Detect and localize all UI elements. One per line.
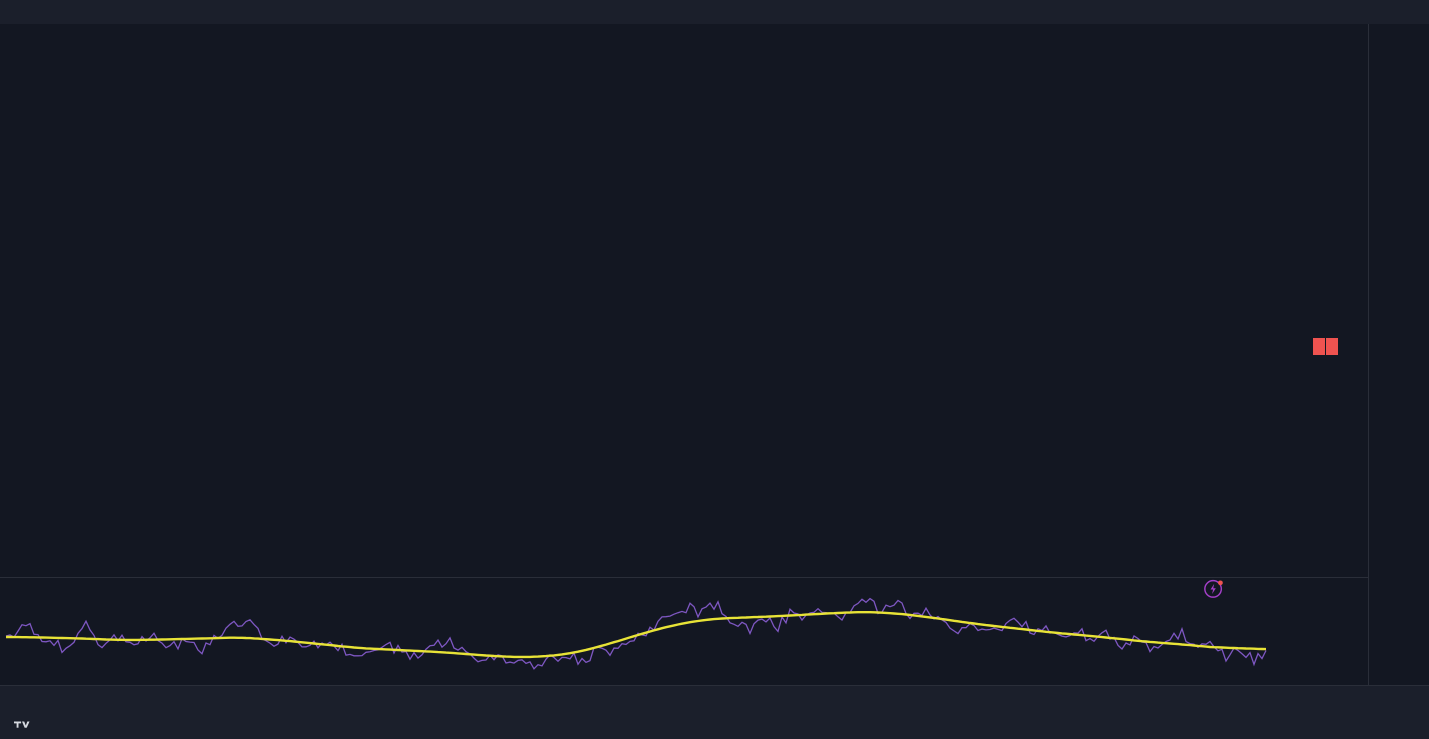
- price-axis[interactable]: [1368, 24, 1429, 685]
- price-pane[interactable]: [0, 24, 1368, 576]
- last-price-symbol: [1313, 338, 1326, 355]
- tradingview-logo-icon[interactable]: [14, 720, 36, 731]
- publisher-bar: [0, 0, 1429, 24]
- price-chart-svg: [0, 24, 1368, 576]
- time-axis[interactable]: [0, 685, 1429, 711]
- rsi-pane[interactable]: [0, 577, 1368, 685]
- footer-bar: [0, 711, 1429, 739]
- last-price-value: [1326, 338, 1338, 355]
- last-price-badge: [1313, 338, 1338, 355]
- chart-frame[interactable]: [0, 24, 1429, 685]
- lightning-bolt-icon[interactable]: [1203, 577, 1225, 599]
- rsi-chart-svg: [5, 597, 1267, 670]
